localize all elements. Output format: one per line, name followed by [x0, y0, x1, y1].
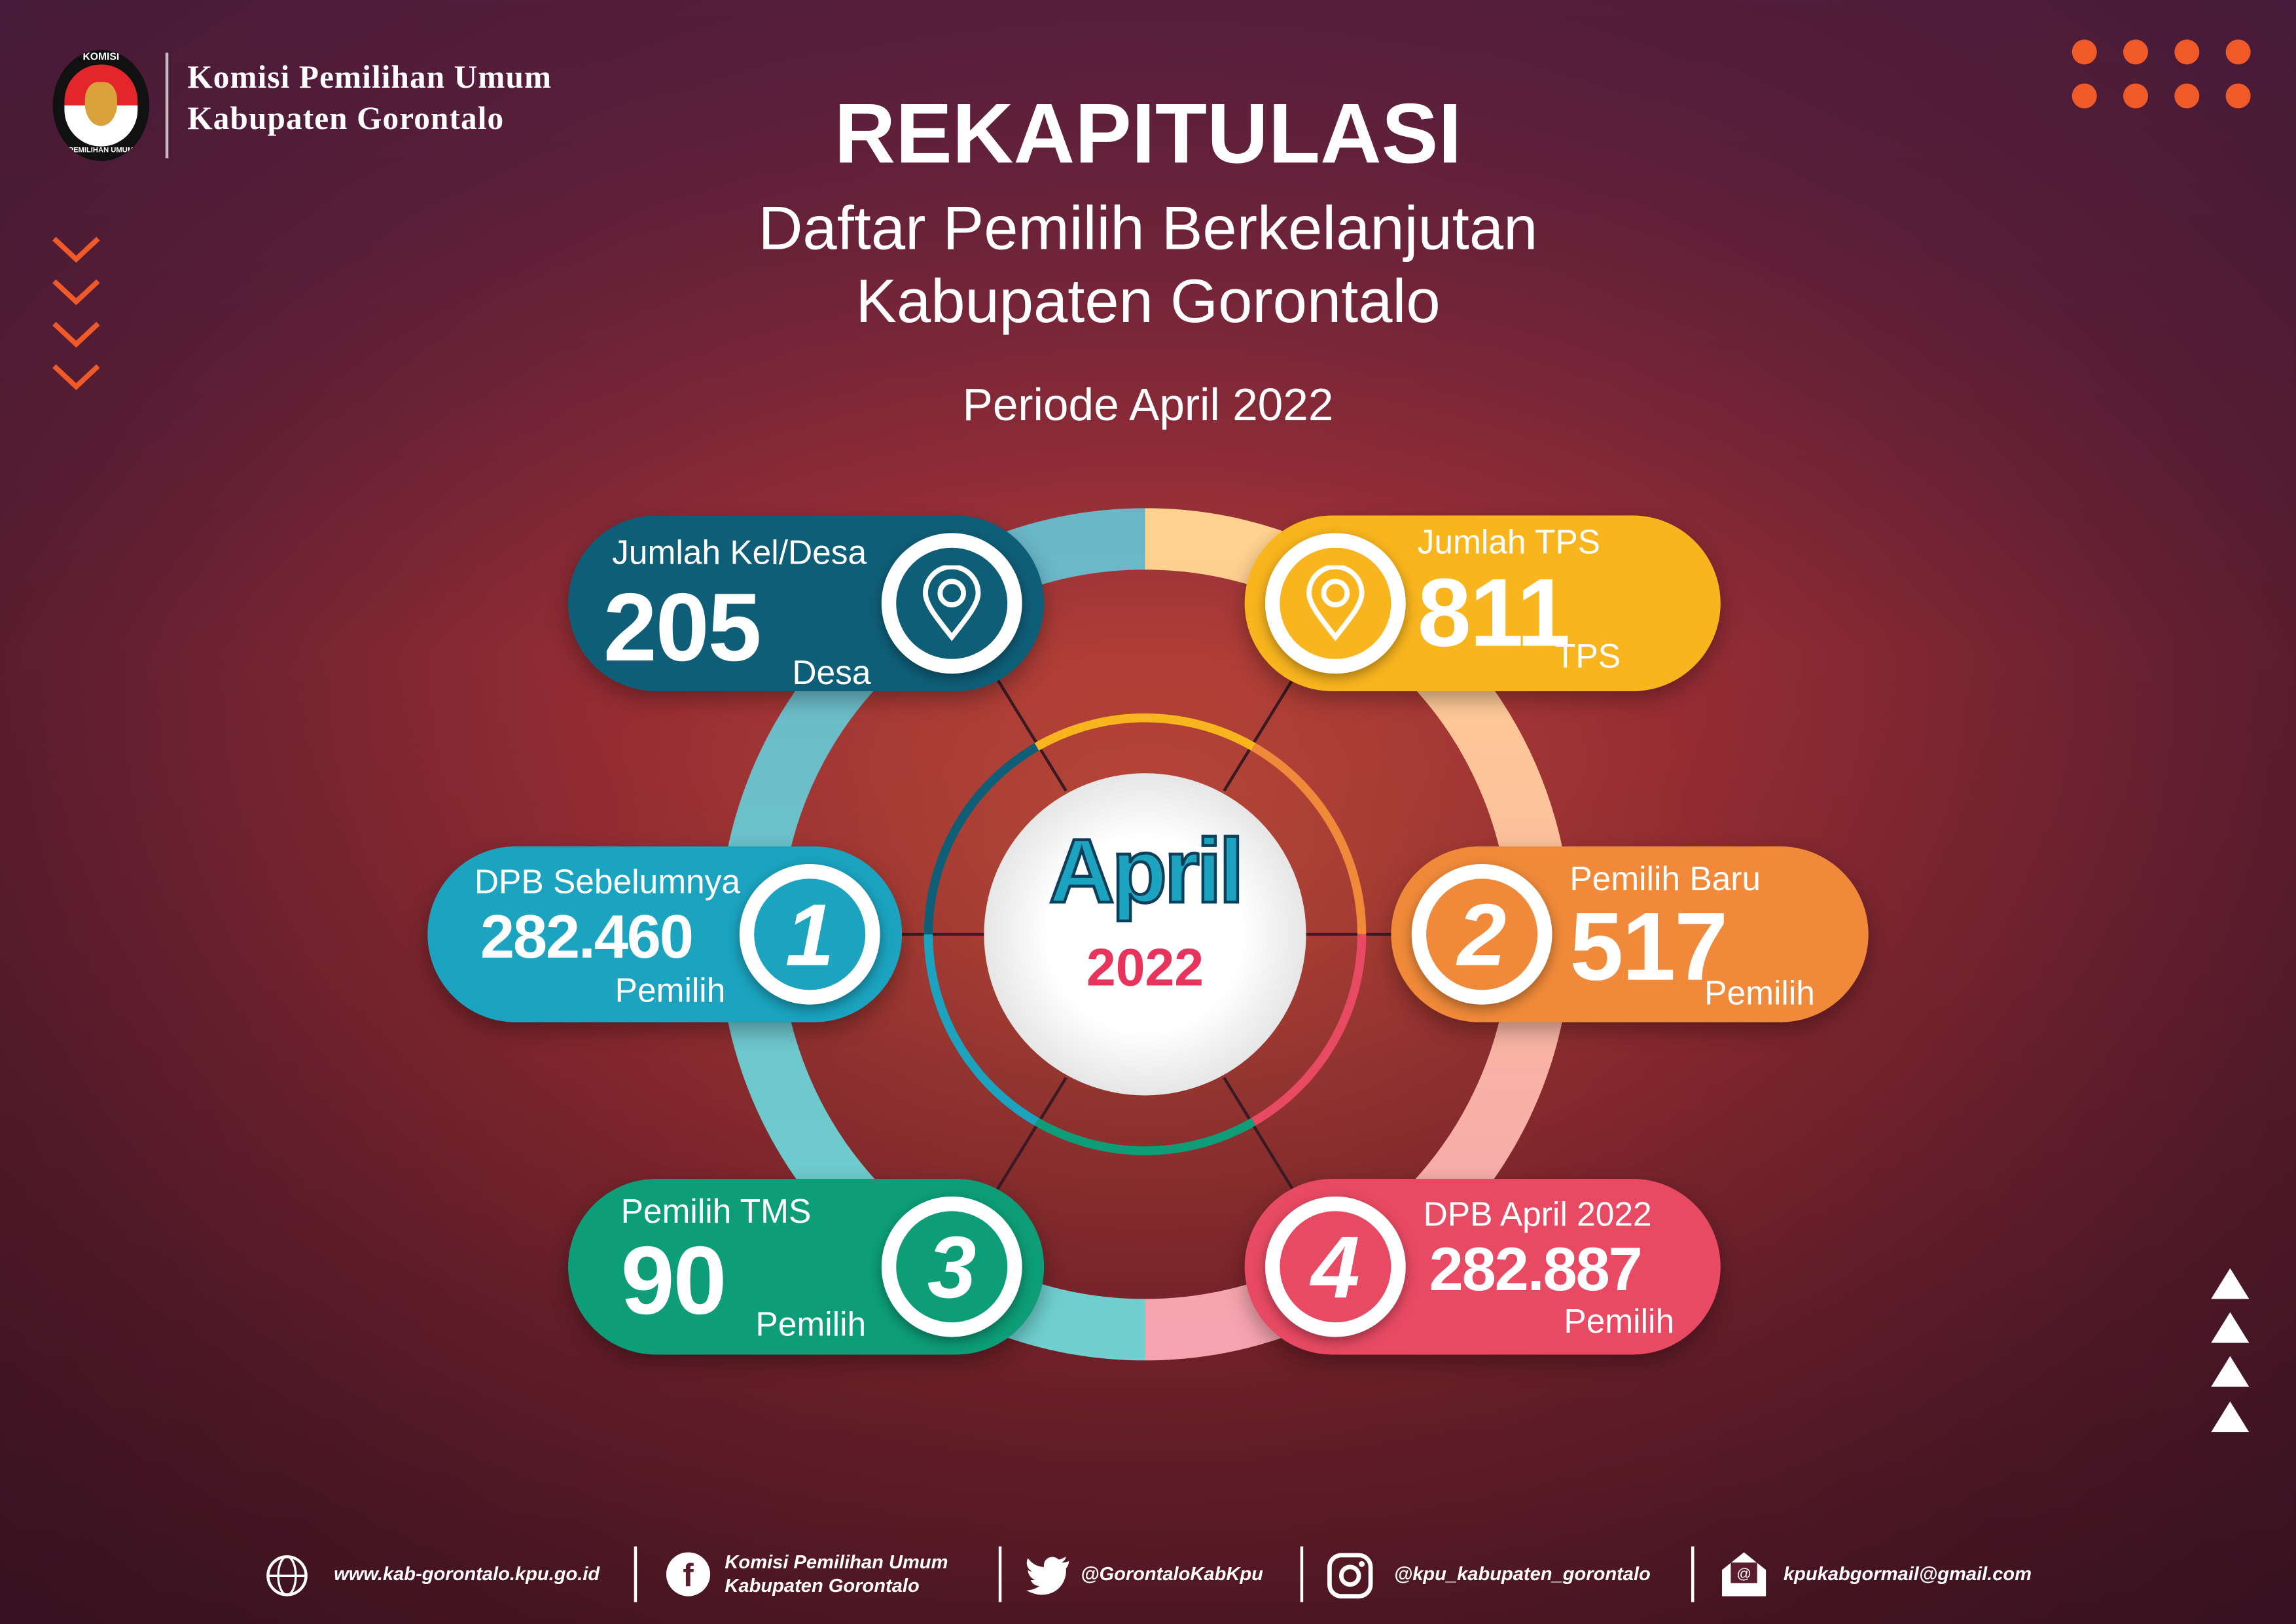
stat-tms-label: Pemilih TMS: [620, 1192, 812, 1231]
org-name-line2: Kabupaten Gorontalo: [187, 99, 505, 137]
email-icon: @: [1721, 1552, 1767, 1597]
step-2-badge: 2: [1411, 863, 1552, 1005]
instagram-link[interactable]: @kpu_kabupaten_gorontalo: [1393, 1562, 1651, 1585]
stat-baru-label: Pemilih Baru: [1570, 859, 1761, 898]
stat-dpb-prev-label: DPB Sebelumnya: [474, 862, 741, 901]
stat-desa-label: Jumlah Kel/Desa: [612, 533, 867, 571]
stat-dpb-prev-value: 282.460: [480, 902, 694, 971]
stat-dpb-april-unit: Pemilih: [1564, 1301, 1675, 1341]
globe-icon: [266, 1555, 308, 1597]
period: Periode April 2022: [962, 379, 1334, 431]
facebook-link-line1[interactable]: Komisi Pemilihan Umum: [725, 1551, 948, 1573]
stat-tms-unit: Pemilih: [755, 1305, 867, 1343]
email-link[interactable]: kpukabgormail@gmail.com: [1783, 1562, 2032, 1585]
svg-text:@: @: [1736, 1566, 1751, 1582]
instagram-icon: [1327, 1553, 1373, 1598]
stat-baru-value: 517: [1570, 892, 1728, 1001]
twitter-icon: [1026, 1557, 1069, 1595]
footer-divider: [1300, 1546, 1304, 1602]
footer-divider: [634, 1546, 637, 1602]
page-title: REKAPITULASI: [834, 86, 1462, 182]
step-3-badge: 3: [881, 1196, 1022, 1337]
stat-dpb-prev-unit: Pemilih: [615, 971, 726, 1009]
stat-baru-unit: Pemilih: [1704, 973, 1815, 1012]
subtitle-line1: Daftar Pemilih Berkelanjutan: [758, 193, 1538, 262]
stat-dpb-april-label: DPB April 2022: [1423, 1195, 1652, 1233]
center-year: 2022: [1086, 937, 1204, 998]
footer-divider: [998, 1546, 1002, 1602]
step-1-badge: 1: [739, 863, 880, 1005]
stat-dpb-april-value: 282.887: [1429, 1234, 1643, 1304]
facebook-link-line2[interactable]: Kabupaten Gorontalo: [725, 1574, 920, 1597]
facebook-icon: f: [666, 1552, 711, 1597]
stat-tms-value: 90: [620, 1225, 727, 1335]
org-name-line1: Komisi Pemilihan Umum: [187, 58, 552, 96]
center-month: April: [1047, 820, 1246, 924]
subtitle-line2: Kabupaten Gorontalo: [855, 266, 1441, 336]
stat-tps-value: 811: [1417, 558, 1571, 666]
step-4-badge: 4: [1265, 1196, 1406, 1337]
map-pin-icon: [1265, 533, 1406, 674]
stat-tps-unit: TPS: [1554, 637, 1621, 676]
twitter-link[interactable]: @GorontaloKabKpu: [1081, 1562, 1263, 1585]
website-link[interactable]: www.kab-gorontalo.kpu.go.id: [334, 1562, 600, 1585]
stat-desa-unit: Desa: [792, 653, 871, 691]
stat-tps-label: Jumlah TPS: [1417, 522, 1600, 561]
header-divider: [165, 52, 169, 158]
kpu-logo: KOMISI PEMILIHAN UMUM: [52, 50, 150, 162]
footer-divider: [1691, 1546, 1695, 1602]
stat-desa-value: 205: [603, 572, 762, 681]
chevron-down-icon: [52, 236, 100, 390]
map-pin-icon: [881, 533, 1022, 674]
